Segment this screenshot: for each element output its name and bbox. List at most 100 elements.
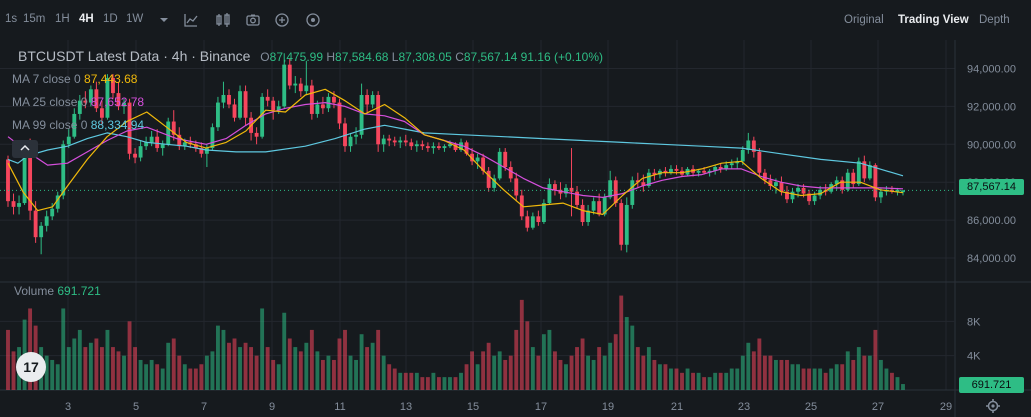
volume-bar [519,299,524,390]
volume-bar [773,359,778,390]
candle-body [122,102,126,107]
interval-1d[interactable]: 1D [103,13,118,25]
volume-bar [149,359,154,390]
candle-body [602,197,607,215]
interval-1h[interactable]: 1H [55,13,70,25]
volume-bar [387,364,392,390]
interval-1s[interactable]: 1s [5,13,18,25]
screenshot-icon[interactable] [245,12,261,28]
candle-body [442,146,447,149]
volume-bar [890,372,894,390]
candle-body [840,180,845,190]
candle-body [475,157,480,162]
view-original[interactable]: Original [844,14,884,26]
candle-body [569,187,574,192]
candlestick-chart[interactable]: 94,000.0092,000.0090,000.0088,000.0086,0… [0,40,1031,417]
candle-body [138,146,143,158]
candle-body [746,140,751,150]
volume-bar [702,377,707,390]
chart-type-icon[interactable] [215,12,231,28]
candle-body [348,136,353,147]
candle-body [580,204,585,223]
volume-bar [862,355,867,390]
candle-body [11,201,16,207]
candle-body [315,104,320,114]
candle-body [785,191,789,200]
volume-bar [6,329,10,390]
volume-bar [547,329,552,390]
candle-body [657,170,662,175]
volume-bar [332,359,336,390]
candle-body [337,102,342,124]
add-icon[interactable] [274,12,290,28]
candle-body [88,89,93,103]
volume-bar [873,329,878,390]
toolbar: 1s 15m 1H 4H 1D 1W Original Trading View… [0,0,1031,40]
settings-icon[interactable] [305,12,321,28]
volume-bar [166,342,171,390]
tradingview-logo: 17 [16,352,46,382]
candle-body [834,180,839,185]
indicator-icon[interactable] [183,12,199,28]
volume-bar [254,355,259,390]
volume-bar [459,372,463,390]
candle-body [630,180,635,205]
candle-body [807,193,812,202]
volume-bar [696,372,701,390]
volume-bar [182,364,187,390]
volume-bar [227,342,231,390]
volume-bar [293,347,298,390]
volume-bar [370,342,375,390]
candle-body [343,123,347,147]
volume-bar [271,359,276,390]
volume-bar [144,364,149,390]
candle-body [22,144,27,204]
volume-bar [464,364,469,390]
candle-body [287,64,292,86]
volume-bar [232,338,237,390]
interval-1w[interactable]: 1W [126,13,144,25]
volume-bar [768,355,773,390]
volume-bar [398,372,403,390]
date-tick-label: 27 [872,401,884,413]
candle-body [6,159,10,202]
candle-body [105,77,110,118]
volume-bar [624,317,629,390]
candle-body [204,148,209,154]
candle-body [867,165,872,179]
volume-bar [359,334,364,390]
volume-bar [282,312,287,390]
volume-bar [796,364,800,390]
volume-bar [309,329,314,390]
volume-bar [116,351,121,390]
candle-body [801,187,806,194]
volume-bar [657,364,662,390]
candle-body [597,201,602,215]
gear-icon[interactable] [985,398,1001,414]
volume-bar [481,351,486,390]
dropdown-arrow-icon[interactable] [156,12,172,28]
volume-bar [558,359,563,390]
volume-bar [713,372,718,390]
candle-body [448,144,452,147]
candle-body [713,167,718,171]
interval-4h[interactable]: 4H [79,13,94,25]
volume-tick-label: 4K [967,351,981,363]
candle-body [376,94,381,145]
date-tick-label: 9 [269,401,275,413]
volume-tag: 691.721 [959,377,1024,393]
view-trading-view[interactable]: Trading View [898,14,969,26]
candle-body [232,104,237,118]
volume-bar [105,329,110,390]
volume-bar [569,355,574,390]
candle-body [414,144,419,147]
volume-bar [635,347,640,390]
interval-15m[interactable]: 15m [23,13,46,25]
candle-body [149,136,154,143]
view-depth[interactable]: Depth [979,14,1010,26]
volume-bar [602,355,607,390]
candle-body [553,184,557,190]
collapse-legend-button[interactable] [12,140,38,158]
candle-body [862,161,867,179]
volume-bar [613,334,618,390]
